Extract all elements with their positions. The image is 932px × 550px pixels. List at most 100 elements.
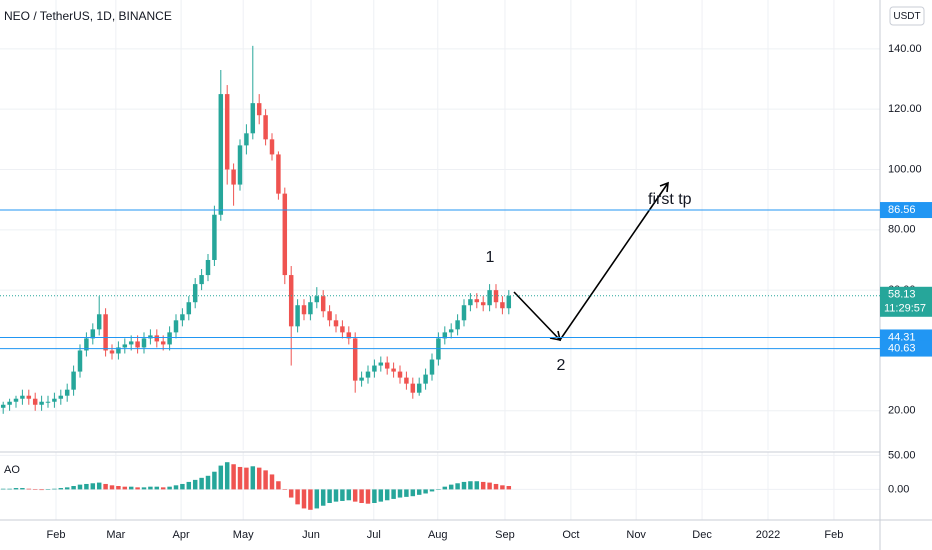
ao-bar (340, 489, 345, 501)
level-tag (880, 202, 932, 219)
x-tick-label: Apr (173, 529, 190, 541)
candle-body (0, 404, 6, 408)
candle-body (474, 299, 480, 303)
x-tick-label: May (233, 529, 254, 541)
candle-body (13, 398, 19, 402)
ao-bar (359, 489, 364, 503)
ao-bar (346, 489, 352, 501)
indicator-name: AO (4, 464, 20, 476)
candle-body (308, 302, 313, 315)
marks (0, 45, 512, 510)
ao-bar (231, 464, 236, 490)
candle-body (340, 326, 345, 333)
ao-bar (26, 488, 32, 490)
candle-body (429, 359, 435, 375)
candle-body (148, 335, 153, 339)
ao-bar (468, 481, 473, 490)
ao-bar (250, 466, 256, 490)
ao-bar (314, 489, 320, 509)
ao-bar (32, 489, 38, 490)
candle-body (122, 344, 128, 348)
ao-bar (90, 483, 96, 490)
candle-body (160, 341, 166, 345)
ao-bar (13, 488, 19, 490)
candle-body (109, 350, 115, 354)
candle-body (455, 320, 460, 330)
ao-bar (448, 484, 454, 490)
ao-bar (109, 485, 115, 490)
candle-body (39, 401, 44, 405)
ao-bar (96, 482, 102, 490)
annotation: 1 (486, 249, 495, 266)
ao-bar (378, 489, 384, 502)
candle-body (282, 193, 288, 276)
ao-bar (244, 467, 249, 490)
candle-body (180, 314, 185, 321)
ao-bar (180, 483, 185, 490)
ao-bar (320, 489, 326, 506)
candle-body (116, 347, 121, 354)
ao-bar (218, 465, 224, 490)
ao-bar (487, 482, 492, 490)
candle-body (448, 329, 454, 333)
x-tick-label: Jul (367, 529, 381, 541)
ao-bar (64, 487, 70, 490)
candle-body (365, 371, 371, 378)
candle-body (77, 350, 83, 372)
candle-body (218, 94, 224, 215)
ao-bar (103, 483, 108, 490)
ao-bar (365, 489, 371, 504)
x-tick-label: Mar (106, 529, 125, 541)
y-tick-label: 120.00 (888, 103, 922, 115)
candle-body (237, 145, 243, 185)
x-tick-label: Jun (302, 529, 320, 541)
candle-body (327, 311, 332, 321)
candle-body (128, 341, 134, 345)
candle-body (167, 332, 172, 345)
ao-bar (160, 487, 166, 490)
ao-bar (372, 489, 377, 503)
ao-bar (506, 486, 512, 490)
candle-body (7, 401, 12, 405)
arrow-head (549, 330, 562, 342)
candle-body (384, 362, 390, 369)
ao-bar (288, 489, 294, 498)
candle-body (468, 299, 473, 306)
candle-body (480, 302, 486, 306)
ao-bar (199, 477, 204, 490)
x-tick-label: Dec (692, 529, 712, 541)
ao-bar (148, 486, 153, 490)
currency: USDT (893, 11, 920, 22)
candle-body (20, 395, 25, 399)
x-tick-label: Nov (626, 529, 646, 541)
candle-body (199, 275, 204, 285)
candle-body (141, 338, 147, 348)
ao-bar (327, 489, 332, 503)
ao-bar (276, 481, 281, 490)
ao-bar (295, 489, 300, 505)
candle-body (506, 295, 512, 309)
candle-body (410, 383, 416, 393)
ao-bar (352, 489, 358, 502)
candle-body (212, 214, 217, 260)
x-tick-label: Feb (824, 529, 843, 541)
x-tick-label: 2022 (756, 529, 780, 541)
annotation: first tp (648, 191, 692, 208)
candle-body (333, 320, 339, 327)
candle-body (173, 320, 179, 333)
ao-bar (455, 483, 460, 490)
ao-bar (141, 487, 147, 490)
candle-body (269, 139, 275, 155)
ao-bar (423, 489, 428, 494)
candle-body (244, 133, 249, 146)
symbol-title: NEO / TetherUS, 1D, BINANCE (4, 9, 172, 23)
candle-body (442, 332, 448, 339)
ao-bar (135, 487, 140, 490)
level-label: 86.56 (888, 204, 916, 216)
ao-bar (308, 489, 313, 510)
ao-bar (84, 483, 89, 490)
ao-bar (429, 489, 435, 492)
candle-body (404, 377, 409, 384)
x-tick-label: Oct (562, 529, 579, 541)
